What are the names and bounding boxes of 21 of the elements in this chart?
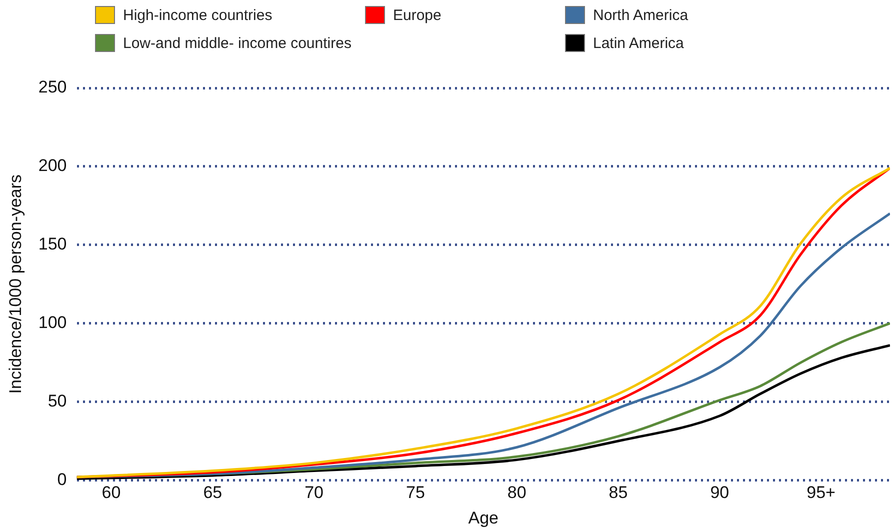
y-tick-label: 0 [57,470,67,489]
x-tick-label: 70 [304,483,324,502]
x-tick-label: 85 [608,483,628,502]
legend-label: Low-and middle- income countires [123,34,352,52]
y-axis-title: Incidence/1000 person-years [6,174,25,394]
x-tick-label: 60 [102,483,121,502]
x-tick-label: 65 [203,483,222,502]
x-tick-label: 75 [406,483,425,502]
y-tick-label: 100 [38,313,67,332]
legend-label: Europe [393,6,442,24]
legend-label: North America [593,6,688,24]
x-tick-label: 80 [507,483,526,502]
legend-label: High-income countries [123,6,272,24]
x-tick-label: 95+ [806,483,836,502]
x-tick-label: 90 [710,483,730,502]
y-tick-label: 200 [38,156,67,176]
legend-label: Latin America [593,34,684,52]
y-tick-label: 250 [38,78,67,97]
x-axis-title: Age [468,508,499,528]
y-tick-label: 150 [38,234,67,254]
y-tick-label: 50 [48,391,67,410]
